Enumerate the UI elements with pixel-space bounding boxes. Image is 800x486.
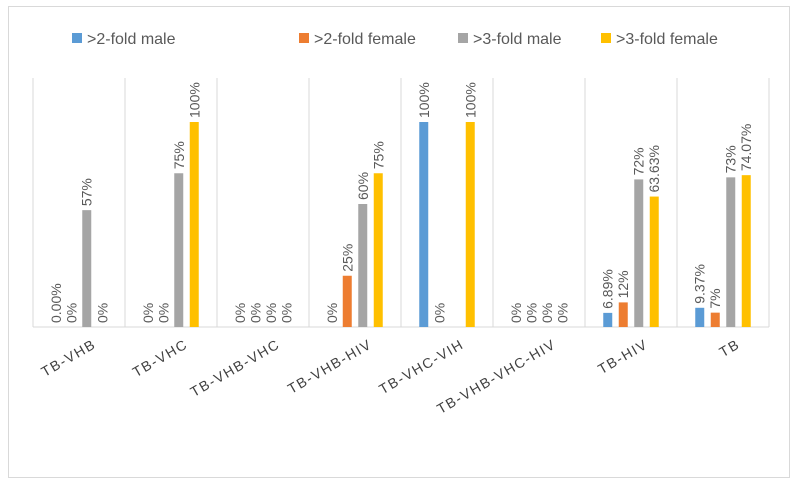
legend-label: >3-fold female [616,31,718,48]
bar [741,175,751,327]
bar [82,210,92,327]
data-label: 0% [263,303,279,323]
legend-label: >3-fold male [473,31,562,48]
data-label: 25% [339,244,355,272]
data-label: 100% [186,82,202,118]
bar [342,275,352,327]
bar [603,312,613,327]
chart-frame [8,6,790,478]
data-label: 6.89% [600,269,616,309]
category-label: TB-VHB-VHC [187,336,282,400]
data-label: 0% [140,303,156,323]
bar [618,302,628,327]
data-label: 7% [707,288,723,308]
legend-swatch [299,33,309,43]
data-label: 0% [63,303,79,323]
data-labels: 0.00% 0%57%0% 0% 0%75%100%0% 0% 0% 0% 0%25%60%7… [48,82,755,323]
data-label: 100% [462,82,478,118]
data-label: 73% [723,145,739,173]
category-label: TB-VHC [130,336,191,380]
data-label: 0% [539,303,555,323]
category-dividers [32,78,770,327]
bar [695,307,705,327]
bar [174,173,184,327]
legend-swatch [601,33,611,43]
data-label: 57% [79,178,95,206]
category-label: TB [716,336,742,360]
data-label: 12% [615,270,631,298]
bar [726,177,736,327]
bar [358,204,368,327]
category-label: TB-VHB-HIV [285,336,375,397]
legend-swatch [72,33,82,43]
data-label: 0% [508,303,524,323]
data-label: 0% [155,303,171,323]
data-label: 75% [370,141,386,169]
data-label: 0% [232,303,248,323]
data-label: 0% [554,303,570,323]
data-label: 63.63% [646,145,662,192]
data-label: 0% [324,303,340,323]
data-label: 0% [523,303,539,323]
legend-label: >2-fold female [314,31,416,48]
category-label: TB-HIV [595,336,651,377]
bar [710,312,720,327]
data-label: 0.00% [48,283,64,323]
bar [649,196,659,327]
bar [373,173,383,327]
bars [82,122,751,327]
data-label: 75% [171,141,187,169]
data-label: 0% [431,303,447,323]
data-label: 0% [247,303,263,323]
data-label: 9.37% [692,264,708,304]
legend-label: >2-fold male [87,31,176,48]
data-label: 60% [355,172,371,200]
legend: >2-fold male >2-fold female >3-fold male >3… [72,31,718,48]
data-label: 0% [278,303,294,323]
data-label: 74.07% [738,124,754,171]
data-label: 100% [416,82,432,118]
legend-swatch [458,33,468,43]
data-label: 72% [631,147,647,175]
data-label: 0% [94,303,110,323]
category-label: TB-VHC-VIH [376,336,466,397]
category-label: TB-VHB [38,336,98,380]
bar [465,122,475,327]
bar [189,122,199,327]
bar [634,179,644,327]
bar [419,122,429,327]
